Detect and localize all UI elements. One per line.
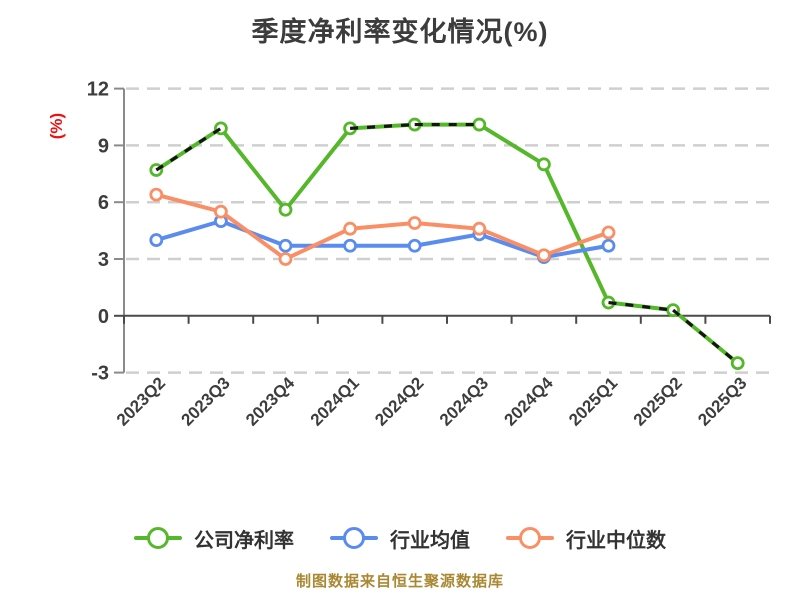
x-tick-label-2025Q2: 2025Q2 — [630, 373, 686, 429]
x-tick-label-2024Q1: 2024Q1 — [307, 373, 363, 429]
industry-median-point-2025Q1[interactable] — [601, 225, 616, 240]
industry-average-point-2024Q2[interactable] — [407, 238, 422, 253]
industry-median-point-2023Q3[interactable] — [213, 204, 228, 219]
industry-average-point-2024Q1[interactable] — [343, 238, 358, 253]
legend-item-industry-average[interactable]: 行业均值 — [330, 524, 470, 553]
y-tick-label-9: 9 — [98, 135, 109, 157]
legend-marker-industry-average-icon — [330, 527, 378, 549]
y-tick-label-12: 12 — [87, 79, 109, 101]
industry-median-point-2023Q4[interactable] — [278, 252, 293, 266]
industry-median-line[interactable] — [154, 192, 611, 262]
x-tick-label-2024Q4: 2024Q4 — [501, 373, 558, 430]
legend-label-industry-average: 行业均值 — [390, 529, 470, 552]
legend-item-company-net-margin[interactable]: 公司净利率 — [134, 524, 294, 553]
x-tick-label-2023Q3: 2023Q3 — [178, 373, 234, 429]
industry-average-point-2025Q1[interactable] — [601, 238, 616, 253]
company-net-margin-point-2024Q4[interactable] — [537, 157, 551, 172]
industry-median-point-2024Q2[interactable] — [407, 216, 422, 230]
company-net-margin-point-2025Q3[interactable] — [730, 356, 745, 371]
industry-average-line[interactable] — [154, 219, 611, 260]
y-tick-label-3: 3 — [98, 249, 109, 271]
industry-median-point-2024Q1[interactable] — [343, 221, 358, 236]
x-tick-label-2024Q2: 2024Q2 — [371, 373, 427, 429]
x-tick-label-2023Q2: 2023Q2 — [113, 373, 169, 429]
company-net-margin-point-2023Q4[interactable] — [278, 202, 293, 217]
company-net-margin-dashed-overlay-2023Q2 — [155, 127, 222, 172]
legend-marker-industry-median-icon — [506, 527, 554, 549]
company-net-margin-line[interactable] — [154, 122, 740, 366]
x-tick-label-2023Q4: 2023Q4 — [242, 373, 299, 430]
x-tick-label-2024Q3: 2024Q3 — [436, 373, 492, 429]
industry-average-point-2023Q4[interactable] — [278, 238, 293, 253]
chart-title: 季度净利率变化情况(%) — [251, 17, 549, 47]
company-net-margin-point-2024Q3[interactable] — [472, 117, 487, 132]
legend: 公司净利率 行业均值 行业中位数 — [0, 521, 800, 555]
x-tick-label-2025Q3: 2025Q3 — [694, 373, 750, 429]
company-net-margin-dashed-overlay-2025Q1 — [608, 300, 674, 312]
company-net-margin-dashed-overlay-2024Q1 — [350, 122, 415, 130]
industry-average-point-2023Q2[interactable] — [149, 233, 164, 247]
legend-marker-company-icon — [134, 527, 182, 549]
legend-label-industry-median: 行业中位数 — [566, 529, 666, 552]
industry-median-point-2023Q2[interactable] — [149, 187, 164, 202]
y-tick-label--3: -3 — [91, 363, 109, 385]
y-tick-label-0: 0 — [98, 306, 109, 328]
x-tick-label-2025Q1: 2025Q1 — [565, 373, 621, 429]
legend-label-company: 公司净利率 — [194, 529, 294, 552]
legend-item-industry-median[interactable]: 行业中位数 — [506, 524, 666, 553]
industry-median-point-2024Q3[interactable] — [472, 221, 487, 236]
company-net-margin-dashed-overlay-2025Q2 — [672, 308, 739, 365]
data-source-caption: 制图数据来自恒生聚源数据库 — [295, 573, 504, 590]
industry-median-point-2024Q4[interactable] — [537, 248, 551, 263]
y-tick-label-6: 6 — [98, 192, 109, 214]
